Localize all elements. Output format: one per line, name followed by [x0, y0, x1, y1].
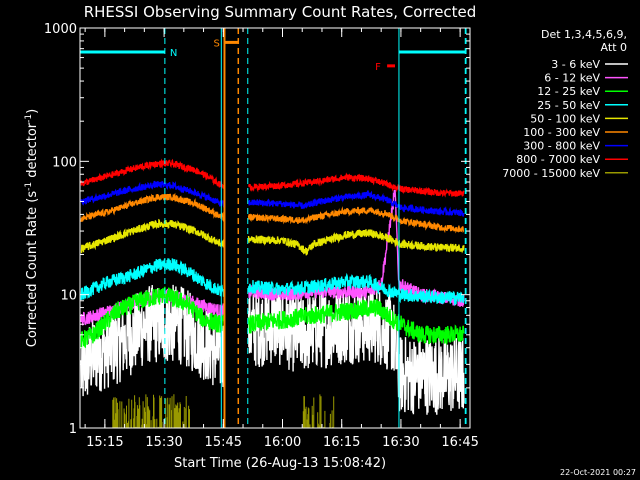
legend-label-800-7000-kev: 800 - 7000 keV: [516, 153, 600, 166]
y-axis-label-part2: detector: [25, 122, 40, 182]
legend-label-25-50-kev: 25 - 50 keV: [537, 99, 600, 112]
legend-header-attenuator: Att 0: [601, 41, 627, 54]
series-50-100-kev-line: [80, 218, 465, 256]
saa-label: S: [213, 38, 219, 49]
series-100-300-kev-line: [80, 192, 465, 234]
legend-label-300-800-kev: 300 - 800 keV: [523, 140, 600, 153]
legend-header-detectors: Det 1,3,4,5,6,9,: [541, 28, 627, 41]
y-tick-label-1000: 1000: [44, 22, 77, 37]
x-tick-label-1600: 16:00: [264, 435, 301, 450]
generation-timestamp: 22-Oct-2021 00:27: [560, 468, 636, 477]
x-tick-label-1630: 16:30: [382, 435, 419, 450]
legend-label-3-6-kev: 3 - 6 keV: [551, 58, 600, 71]
series-25-50-kev-line: [80, 257, 465, 307]
y-axis-label-sup2: -1: [24, 114, 34, 123]
night-bar-label: N: [170, 48, 177, 59]
x-tick-label-1530: 15:30: [145, 435, 182, 450]
series-300-800-kev-line: [80, 180, 465, 217]
y-tick-label-100: 100: [52, 155, 77, 170]
y-axis-label-sup1: -1: [24, 182, 34, 191]
legend-label-100-300-kev: 100 - 300 keV: [523, 126, 600, 139]
x-tick-label-1545: 15:45: [205, 435, 242, 450]
x-tick-label-1515: 15:15: [86, 435, 123, 450]
y-axis-label: Corrected Count Rate (s-1 detector-1): [24, 109, 40, 347]
x-axis-label: Start Time (26-Aug-13 15:08:42): [174, 456, 386, 471]
series-12-25-kev-line: [80, 286, 465, 349]
series-800-7000-kev-line: [80, 158, 465, 198]
y-axis-label-part3: ): [25, 109, 40, 114]
x-tick-label-1645: 16:45: [441, 435, 478, 450]
plot-area: N S F 1 10 100 1000 15:15 15:30 15:45 16:00 16:15 16…: [44, 22, 479, 450]
series-7000-15000-kev-line: [112, 394, 335, 428]
flare-label: F: [375, 62, 381, 73]
y-tick-label-10: 10: [60, 289, 77, 304]
legend-label-50-100-kev: 50 - 100 keV: [530, 112, 600, 125]
legend-label-7000-15000-kev: 7000 - 15000 keV: [502, 167, 600, 180]
chart-title: RHESSI Observing Summary Count Rates, Co…: [84, 3, 477, 21]
plot-frame: [79, 27, 471, 429]
legend-label-12-25-kev: 12 - 25 keV: [537, 85, 600, 98]
x-tick-label-1615: 16:15: [323, 435, 360, 450]
y-axis-label-part1: Corrected Count Rate (s: [25, 191, 40, 348]
y-tick-label-1: 1: [69, 422, 77, 437]
legend-label-6-12-kev: 6 - 12 keV: [544, 72, 600, 85]
